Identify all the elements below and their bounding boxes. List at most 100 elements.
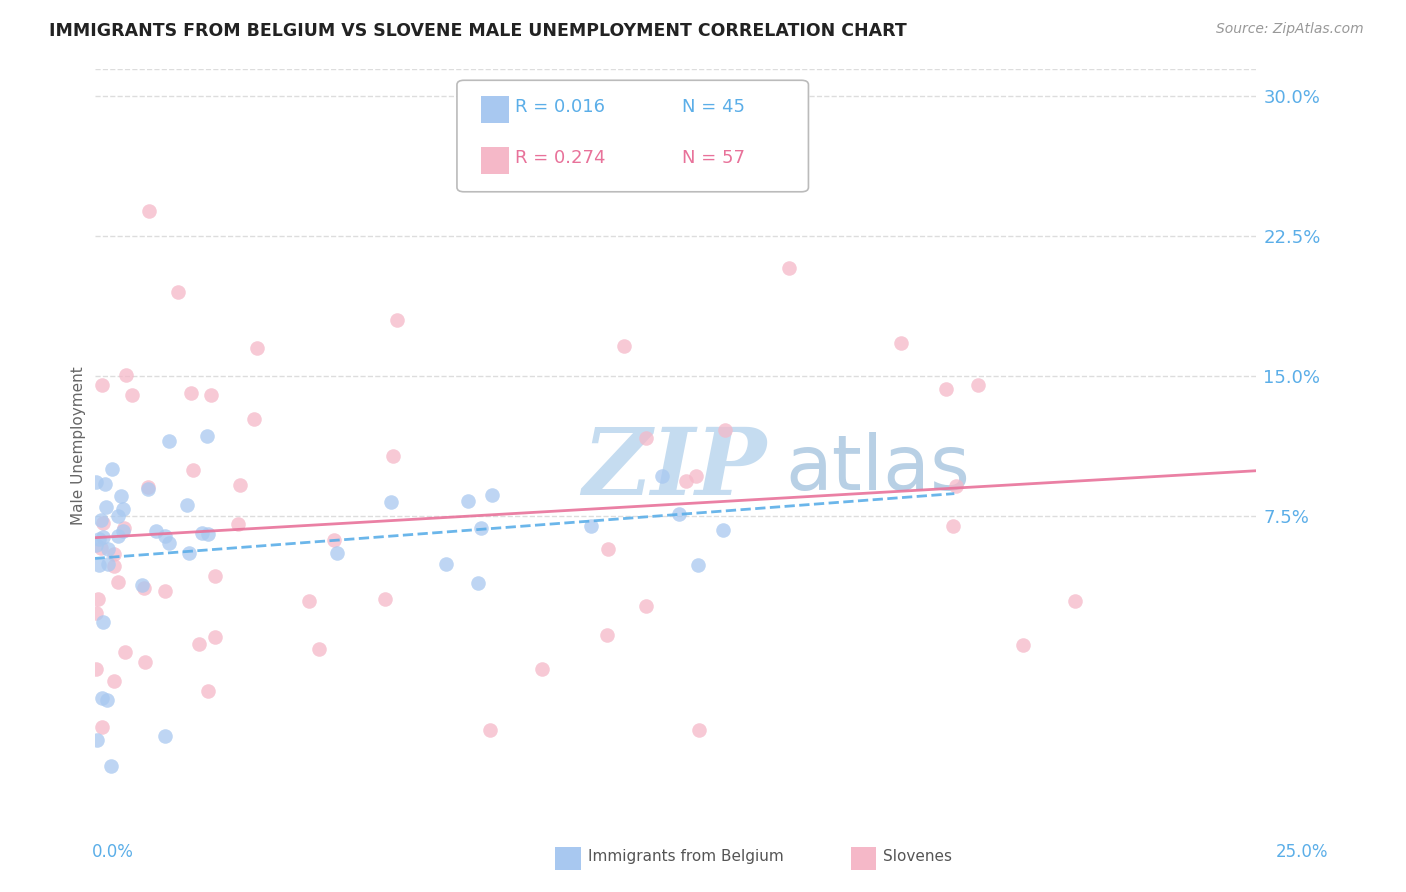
- Text: R = 0.016: R = 0.016: [515, 98, 605, 116]
- Point: [91, 516, 114, 530]
- Point: [176, 499, 198, 513]
- Point: [87, 533, 110, 547]
- Point: [385, 313, 408, 327]
- Point: [326, 546, 349, 560]
- Point: [651, 468, 673, 483]
- Point: [890, 335, 912, 350]
- Point: [87, 591, 110, 606]
- Text: 0.0%: 0.0%: [91, 843, 134, 861]
- Point: [101, 462, 124, 476]
- Point: [470, 521, 492, 535]
- Point: [531, 662, 554, 676]
- Point: [86, 538, 108, 552]
- Point: [374, 591, 396, 606]
- Point: [380, 495, 402, 509]
- Point: [112, 501, 135, 516]
- Text: Source: ZipAtlas.com: Source: ZipAtlas.com: [1216, 22, 1364, 37]
- Point: [242, 412, 264, 426]
- Point: [711, 524, 734, 538]
- Point: [685, 469, 707, 483]
- Point: [153, 729, 176, 743]
- Point: [157, 535, 180, 549]
- Point: [714, 423, 737, 437]
- Point: [596, 628, 619, 642]
- Point: [323, 533, 346, 548]
- Point: [297, 593, 319, 607]
- Point: [136, 482, 159, 496]
- Point: [103, 673, 125, 688]
- Point: [157, 434, 180, 449]
- Point: [579, 519, 602, 533]
- Point: [97, 541, 120, 556]
- Point: [114, 368, 136, 383]
- Point: [134, 655, 156, 669]
- Point: [134, 581, 156, 595]
- Point: [94, 500, 117, 515]
- Point: [155, 529, 177, 543]
- Point: [966, 378, 988, 392]
- Point: [308, 642, 330, 657]
- Point: [596, 541, 619, 556]
- Text: N = 45: N = 45: [682, 98, 745, 116]
- Text: IMMIGRANTS FROM BELGIUM VS SLOVENE MALE UNEMPLOYMENT CORRELATION CHART: IMMIGRANTS FROM BELGIUM VS SLOVENE MALE …: [49, 22, 907, 40]
- Point: [90, 377, 112, 392]
- Point: [180, 386, 202, 401]
- Text: atlas: atlas: [786, 432, 970, 506]
- Point: [181, 463, 204, 477]
- Point: [177, 546, 200, 560]
- Point: [191, 526, 214, 541]
- Point: [197, 526, 219, 541]
- Point: [138, 204, 160, 219]
- Point: [382, 449, 405, 463]
- Point: [93, 530, 115, 544]
- Point: [246, 341, 269, 355]
- Point: [94, 476, 117, 491]
- Point: [942, 518, 965, 533]
- Text: 25.0%: 25.0%: [1277, 843, 1329, 861]
- Point: [107, 509, 129, 524]
- Point: [103, 558, 125, 573]
- Point: [686, 558, 709, 573]
- Point: [86, 733, 108, 747]
- Point: [87, 558, 110, 573]
- Point: [91, 615, 114, 629]
- Point: [187, 637, 209, 651]
- Point: [110, 489, 132, 503]
- Point: [467, 576, 489, 591]
- Text: R = 0.274: R = 0.274: [515, 149, 605, 167]
- Point: [226, 516, 249, 531]
- Point: [136, 480, 159, 494]
- Point: [688, 723, 710, 738]
- Point: [204, 630, 226, 644]
- Point: [434, 557, 457, 571]
- Text: ZIP: ZIP: [582, 424, 766, 514]
- Point: [107, 575, 129, 590]
- Point: [90, 691, 112, 706]
- Y-axis label: Male Unemployment: Male Unemployment: [72, 367, 86, 525]
- Point: [100, 759, 122, 773]
- Point: [478, 723, 501, 738]
- Point: [778, 260, 800, 275]
- Point: [636, 599, 658, 613]
- Point: [613, 339, 636, 353]
- Point: [1012, 638, 1035, 652]
- Point: [91, 720, 114, 734]
- Point: [153, 584, 176, 599]
- Text: N = 57: N = 57: [682, 149, 745, 167]
- Point: [84, 475, 107, 489]
- Text: Slovenes: Slovenes: [883, 849, 952, 864]
- Point: [945, 479, 967, 493]
- Point: [96, 693, 118, 707]
- Point: [935, 382, 957, 396]
- Point: [84, 606, 107, 620]
- Point: [111, 524, 134, 538]
- Point: [114, 645, 136, 659]
- Point: [228, 478, 250, 492]
- Point: [668, 507, 690, 521]
- Point: [197, 684, 219, 698]
- Point: [204, 569, 226, 583]
- Point: [167, 285, 190, 300]
- Point: [457, 494, 479, 508]
- Point: [84, 662, 107, 676]
- Point: [195, 429, 218, 443]
